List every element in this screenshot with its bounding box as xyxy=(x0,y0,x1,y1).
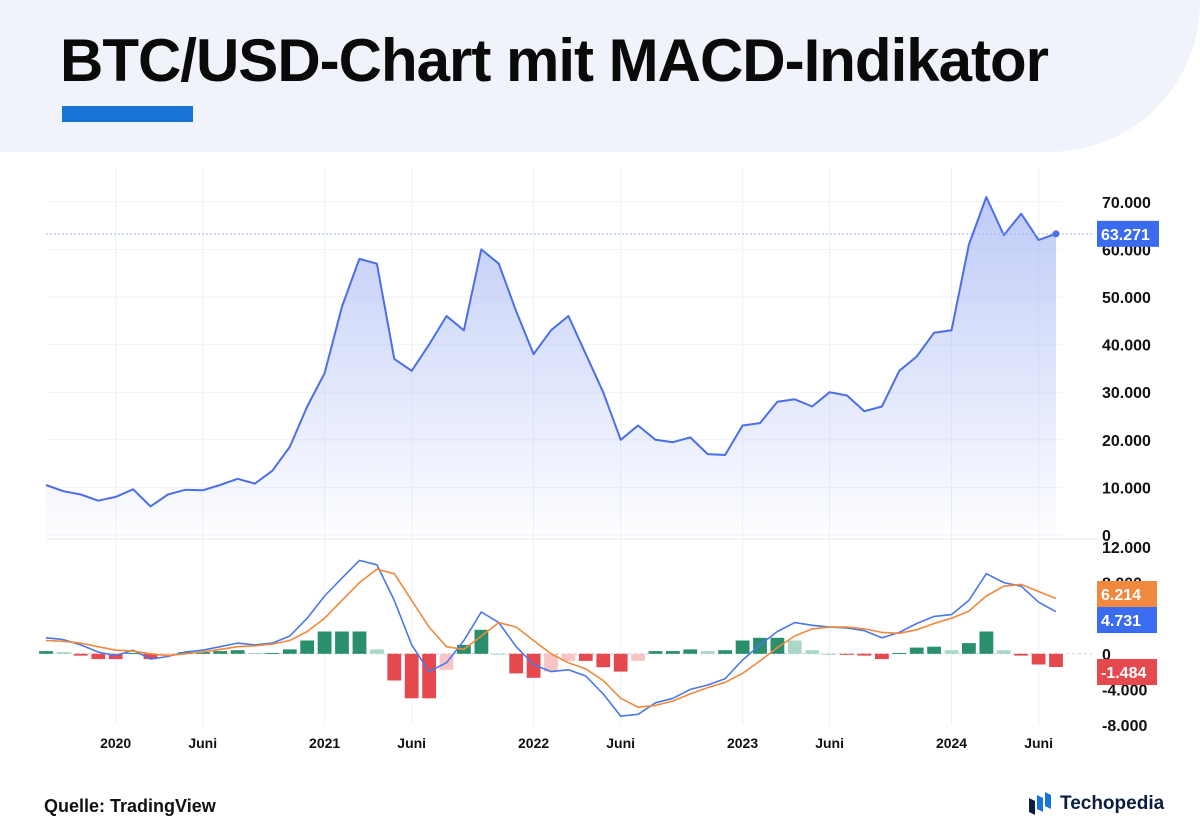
histogram-bar xyxy=(56,652,71,654)
price-line xyxy=(45,196,1057,508)
price-tick-label: 70.000 xyxy=(1102,195,1151,212)
macd-tick-label: -4.000 xyxy=(1102,682,1147,699)
histogram-bar xyxy=(91,653,106,660)
price-tick-label: 40.000 xyxy=(1102,338,1151,355)
last-price-label: 63.271 xyxy=(1101,227,1150,244)
histogram-bar xyxy=(387,653,402,681)
histogram-bar xyxy=(735,640,750,654)
histogram-bar xyxy=(996,650,1011,654)
histogram-bar xyxy=(526,653,541,678)
price-tick-label: 30.000 xyxy=(1102,385,1151,402)
histogram-badge-label: -1.484 xyxy=(1101,665,1146,682)
x-tick-label: Juni xyxy=(188,735,217,751)
histogram-bar xyxy=(596,653,611,668)
histogram-bar xyxy=(282,649,297,654)
histogram-bar xyxy=(300,640,315,654)
x-tick-label: 2021 xyxy=(309,735,340,751)
histogram-bar xyxy=(927,646,941,654)
histogram-bar xyxy=(892,652,907,654)
price-tick-label: 10.000 xyxy=(1102,480,1151,497)
histogram-bar xyxy=(161,653,175,655)
histogram-bar xyxy=(370,649,384,654)
x-tick-label: Juni xyxy=(815,735,844,751)
histogram-bar xyxy=(404,653,419,699)
histogram-bar xyxy=(73,653,88,656)
macd-line xyxy=(45,559,1057,717)
histogram-bar xyxy=(178,652,193,654)
x-tick-label: Juni xyxy=(1024,735,1053,751)
header-background xyxy=(0,0,1200,152)
histogram-bar xyxy=(195,652,210,654)
histogram-bar xyxy=(666,651,680,654)
histogram-bar xyxy=(962,643,976,654)
histogram-bar xyxy=(422,653,436,699)
histogram-bar xyxy=(683,649,698,654)
histogram-bar xyxy=(544,653,558,672)
histogram-bar xyxy=(230,650,245,654)
histogram-bar xyxy=(979,631,994,654)
x-tick-label: Juni xyxy=(606,735,635,751)
histogram-bar xyxy=(578,653,593,661)
histogram-bar xyxy=(108,653,123,660)
histogram-bar xyxy=(857,653,872,656)
source-label: Quelle: TradingView xyxy=(44,796,216,816)
histogram-bar xyxy=(944,650,959,654)
macd-badge xyxy=(1097,607,1157,633)
signal-badge xyxy=(1097,581,1157,607)
histogram-bar xyxy=(1049,653,1063,667)
histogram-bar xyxy=(631,653,645,661)
price-tick-label: 50.000 xyxy=(1102,290,1151,307)
histogram-bar xyxy=(491,653,506,655)
macd-badge-label: 4.731 xyxy=(1101,613,1141,630)
x-tick-label: 2023 xyxy=(727,735,758,751)
histogram-bar xyxy=(143,653,158,660)
page-title: BTC/USD-Chart mit MACD-Indikator xyxy=(60,27,1049,94)
histogram-bar xyxy=(718,650,732,654)
histogram-bar xyxy=(213,651,227,654)
macd-tick-label: 0 xyxy=(1102,647,1111,664)
last-price-badge xyxy=(1097,220,1159,247)
techopedia-logo-icon xyxy=(1029,792,1051,815)
macd-tick-label: 12.000 xyxy=(1102,540,1151,557)
x-tick-label: 2024 xyxy=(936,735,967,751)
x-tick-label: 2020 xyxy=(100,735,131,751)
histogram-bar xyxy=(265,652,280,654)
histogram-bar xyxy=(613,653,628,672)
signal-line xyxy=(45,568,1057,708)
histogram-bar xyxy=(509,653,524,674)
histogram-bar xyxy=(335,631,349,654)
brand-name: Techopedia xyxy=(1060,793,1165,814)
macd-tick-label: -8.000 xyxy=(1102,718,1147,735)
btc-macd-chart: 70.00060.00050.00040.00030.00020.00010.0… xyxy=(39,168,1159,751)
histogram-bar xyxy=(875,653,889,660)
histogram-bar xyxy=(700,651,715,654)
signal-badge-label: 6.214 xyxy=(1101,587,1141,604)
histogram-bar xyxy=(126,652,140,654)
histogram-bar xyxy=(648,651,663,654)
price-area xyxy=(46,197,1056,535)
price-tick-label: 0 xyxy=(1102,528,1111,545)
histogram-bar xyxy=(822,653,837,655)
x-tick-label: 2022 xyxy=(518,735,549,751)
histogram-bar xyxy=(248,652,262,654)
price-tick-label: 20.000 xyxy=(1102,433,1151,450)
histogram-bar xyxy=(840,653,854,655)
histogram-bar xyxy=(805,650,820,654)
histogram-bar xyxy=(909,647,924,654)
histogram-bar xyxy=(1031,653,1046,665)
histogram-badge xyxy=(1097,659,1157,685)
histogram-bar xyxy=(1014,653,1029,656)
histogram-bar xyxy=(474,629,489,654)
last-price-dot xyxy=(1052,230,1060,238)
histogram-bar xyxy=(352,631,367,654)
brand-logo: Techopedia xyxy=(1028,792,1164,816)
histogram-bar xyxy=(561,653,576,661)
x-tick-label: Juni xyxy=(397,735,426,751)
histogram-bar xyxy=(317,631,332,654)
title-underline xyxy=(62,106,193,122)
histogram-bar xyxy=(787,640,802,654)
histogram-bar xyxy=(39,651,53,654)
